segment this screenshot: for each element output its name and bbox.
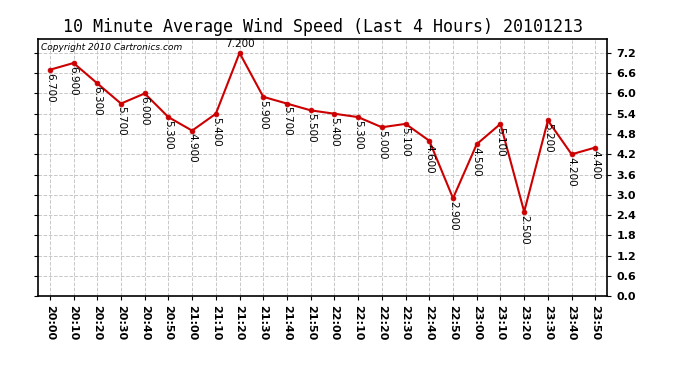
Text: 4.200: 4.200 [566,157,577,187]
Text: 5.100: 5.100 [495,127,506,156]
Text: Copyright 2010 Cartronics.com: Copyright 2010 Cartronics.com [41,43,182,52]
Text: 5.500: 5.500 [306,113,316,143]
Text: 6.900: 6.900 [68,66,79,95]
Text: 5.400: 5.400 [211,117,221,146]
Text: 4.600: 4.600 [424,144,434,173]
Text: 5.900: 5.900 [258,100,268,129]
Text: 4.500: 4.500 [472,147,482,177]
Text: 5.300: 5.300 [164,120,173,150]
Text: 7.200: 7.200 [225,39,255,49]
Text: 4.400: 4.400 [591,150,600,180]
Text: 6.000: 6.000 [139,96,150,126]
Text: 6.300: 6.300 [92,86,102,116]
Text: 5.000: 5.000 [377,130,387,159]
Text: 4.900: 4.900 [187,134,197,163]
Text: 2.900: 2.900 [448,201,458,231]
Text: 5.400: 5.400 [329,117,339,146]
Text: 5.100: 5.100 [401,127,411,156]
Text: 5.700: 5.700 [282,106,292,136]
Text: 6.700: 6.700 [45,73,55,102]
Text: 5.300: 5.300 [353,120,363,150]
Text: 2.500: 2.500 [519,214,529,244]
Text: 5.700: 5.700 [116,106,126,136]
Title: 10 Minute Average Wind Speed (Last 4 Hours) 20101213: 10 Minute Average Wind Speed (Last 4 Hou… [63,18,582,36]
Text: 5.200: 5.200 [543,123,553,153]
